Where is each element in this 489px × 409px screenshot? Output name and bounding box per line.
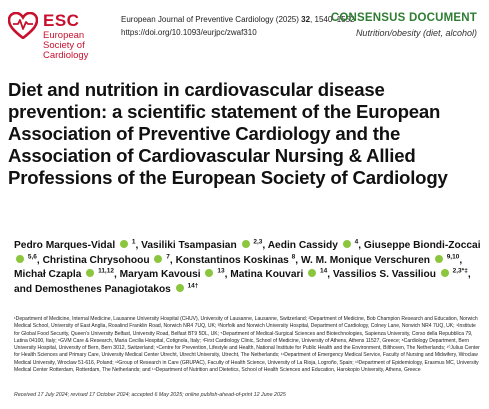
author-separator: , [135, 240, 139, 251]
journal-volume: 32 [301, 15, 311, 24]
logo-subtitle: European Society of Cardiology [43, 30, 89, 61]
author-name[interactable]: Aedin Cassidy [267, 240, 338, 251]
author-list: Pedro Marques-Vidal 1, Vasiliki Tsampasi… [14, 239, 484, 297]
author-separator: , [327, 269, 331, 281]
affiliations: ¹Department of Medicine, Internal Medici… [14, 316, 480, 374]
author-affiliation-marker: 14† [187, 282, 199, 290]
author-item: Demosthenes Panagiotakos 14† [34, 282, 199, 295]
orcid-icon[interactable] [16, 254, 24, 263]
document-topic: Nutrition/obesity (diet, alcohol) [355, 28, 477, 38]
journal-year: (2025) [275, 15, 299, 24]
orcid-icon[interactable] [205, 269, 214, 278]
author-item: Konstantinos Koskinas 8, [175, 253, 299, 266]
author-name[interactable]: Maryam Kavousi [119, 269, 201, 281]
author-name[interactable]: Pedro Marques-Vidal [14, 240, 116, 251]
author-name[interactable]: Giuseppe Biondi-Zoccai [363, 240, 481, 251]
journal-name: European Journal of Preventive Cardiolog… [121, 15, 274, 24]
author-separator: , [36, 254, 40, 266]
author-separator: , [459, 254, 463, 266]
journal-citation: European Journal of Preventive Cardiolog… [121, 15, 355, 25]
author-name[interactable]: W. M. Monique Verschuren [300, 254, 430, 266]
heart-pulse-icon [8, 12, 38, 39]
author-item: Vassilios S. Vassiliou 2,3*‡, and [14, 267, 471, 295]
author-name[interactable]: Vasiliki Tsampasian [141, 240, 237, 251]
author-separator: , and [14, 269, 471, 295]
author-separator: , [358, 240, 362, 251]
page-header: ESC European Society of Cardiology Europ… [0, 0, 489, 62]
author-affiliation-marker: 13 [217, 267, 225, 275]
received-dates: Received 17 July 2024; revised 17 Octobe… [14, 392, 286, 398]
orcid-icon[interactable] [154, 254, 163, 263]
author-item: W. M. Monique Verschuren 9,10, [300, 253, 463, 266]
author-affiliation-marker: 4 [354, 238, 359, 246]
author-name[interactable]: Konstantinos Koskinas [175, 254, 289, 266]
orcid-icon[interactable] [342, 240, 351, 248]
author-affiliation-marker: 2,3 [253, 238, 263, 246]
logo-text: ESC [43, 11, 80, 30]
author-item: Pedro Marques-Vidal 1, [14, 238, 139, 251]
author-item: Christina Chrysohoou 7, [42, 253, 173, 266]
orcid-icon[interactable] [440, 269, 449, 278]
article-title: Diet and nutrition in cardiovascular dis… [8, 79, 448, 188]
author-affiliation-marker: 2,3*‡ [452, 267, 468, 275]
author-affiliation-marker: 14 [319, 267, 328, 275]
author-affiliation-marker: 7 [166, 253, 170, 261]
orcid-icon[interactable] [86, 269, 95, 278]
author-affiliation-marker: 5,6 [27, 253, 37, 261]
author-name[interactable]: Matina Kouvari [230, 269, 304, 281]
author-name[interactable]: Michał Czapla [14, 269, 82, 281]
author-item: Vasiliki Tsampasian 2,3, [141, 238, 266, 251]
author-item: Giuseppe Biondi-Zoccai 5,6, [14, 240, 483, 266]
author-item: Maryam Kavousi 13, [119, 267, 228, 281]
author-name[interactable]: Vassilios S. Vassiliou [332, 269, 436, 281]
author-item: Michał Czapla 11,12, [14, 267, 117, 281]
orcid-icon[interactable] [434, 254, 443, 263]
orcid-icon[interactable] [308, 269, 317, 278]
doi-link[interactable]: https://doi.org/10.1093/eurjpc/zwaf310 [121, 28, 257, 37]
orcid-icon[interactable] [175, 283, 184, 292]
author-name[interactable]: Demosthenes Panagiotakos [34, 283, 171, 295]
author-affiliation-marker: 1 [131, 238, 136, 246]
author-item: Aedin Cassidy 4, [267, 238, 362, 251]
orcid-icon[interactable] [120, 240, 128, 248]
author-separator: , [113, 269, 117, 281]
author-separator: , [224, 269, 228, 281]
author-affiliation-marker: 11,12 [98, 267, 114, 275]
journal-pages: , 1540–1552 [310, 15, 355, 24]
author-separator: , [169, 254, 173, 266]
author-affiliation-marker: 9,10 [446, 253, 460, 261]
author-affiliation-marker: 8 [291, 253, 296, 261]
orcid-icon[interactable] [241, 240, 250, 248]
author-item: Matina Kouvari 14, [230, 267, 331, 281]
author-separator: , [262, 240, 266, 251]
author-separator: , [295, 254, 299, 266]
document-type: CONSENSUS DOCUMENT [330, 12, 477, 24]
author-name[interactable]: Christina Chrysohoou [42, 254, 150, 266]
